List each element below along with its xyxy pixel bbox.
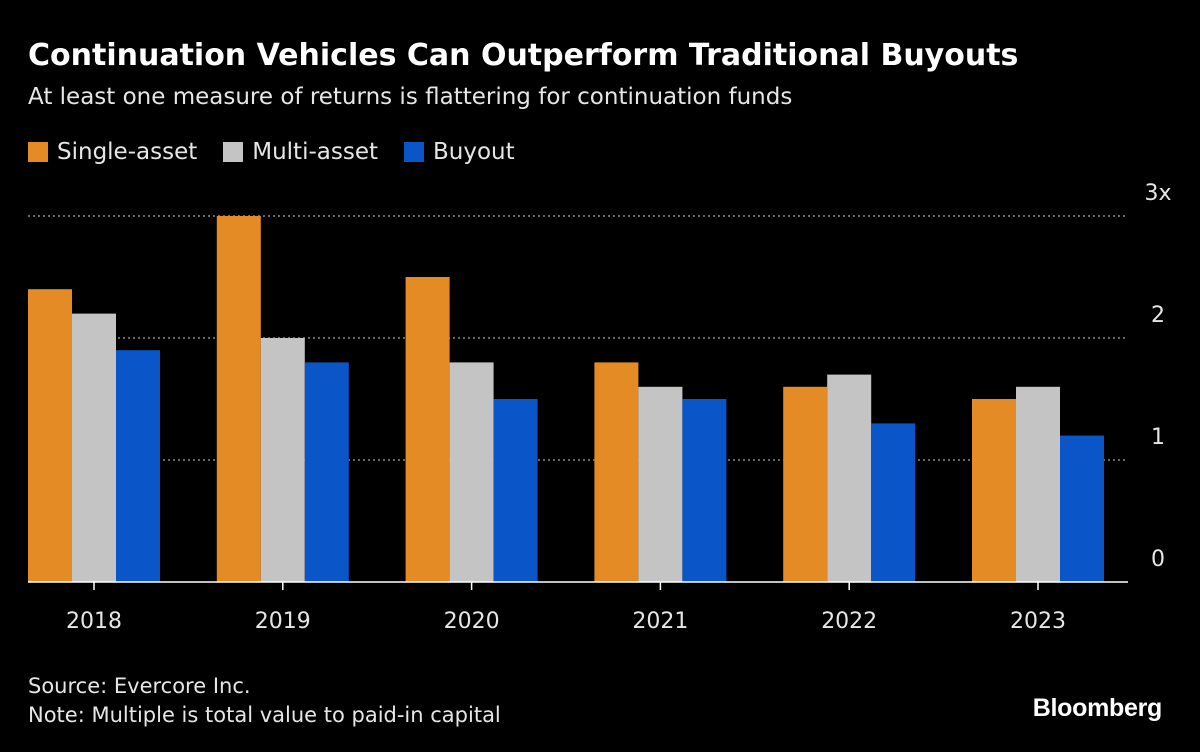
x-tick-label: 2021 [632,609,688,634]
bar-single-asset-2023 [972,399,1016,582]
x-tick-label: 2023 [1010,609,1066,634]
bar-buyout-2019 [304,362,349,582]
legend-label-multi-asset: Multi-asset [252,139,378,165]
legend-swatch-multi-asset [223,142,244,162]
chart-title: Continuation Vehicles Can Outperform Tra… [28,38,1019,73]
bar-single-asset-2020 [405,277,450,582]
x-tick-label: 2020 [444,609,500,634]
legend-item-multi-asset: Multi-asset [223,139,378,165]
source-note: Source: Evercore Inc. [28,674,251,698]
x-tick-label: 2018 [66,609,122,634]
y-tick-label: 3x [1144,181,1171,206]
bar-multi-asset-2023 [1016,386,1060,582]
bar-single-asset-2022 [783,386,828,582]
y-tick-label: 0 [1151,547,1165,572]
bloomberg-logo: Bloomberg [1032,694,1163,722]
legend-swatch-buyout [404,142,424,162]
bar-buyout-2022 [871,423,916,582]
bar-buyout-2020 [493,399,538,582]
chart-subtitle: At least one measure of returns is flatt… [28,84,793,110]
bar-buyout-2021 [682,399,727,582]
legend-swatch-single-asset [28,142,48,162]
legend-label-single-asset: Single-asset [57,139,198,165]
bar-multi-asset-2022 [827,374,872,582]
bar-multi-asset-2018 [72,313,116,582]
y-tick-label: 2 [1151,303,1165,328]
x-tick-label: 2022 [821,609,877,634]
x-tick-label: 2019 [255,609,311,634]
bar-single-asset-2019 [216,216,261,582]
bar-multi-asset-2020 [449,362,494,582]
legend-label-buyout: Buyout [433,139,515,165]
legend-item-buyout: Buyout [404,139,515,165]
bar-buyout-2018 [116,350,160,582]
bar-buyout-2023 [1060,435,1104,582]
legend: Single-asset Multi-asset Buyout [28,139,541,165]
bar-single-asset-2018 [28,289,72,582]
bar-single-asset-2021 [594,362,639,582]
bar-multi-asset-2019 [260,338,305,582]
bar-multi-asset-2021 [638,386,683,582]
legend-item-single-asset: Single-asset [28,139,197,165]
methodology-note: Note: Multiple is total value to paid-in… [28,703,501,727]
y-tick-label: 1 [1151,425,1165,450]
